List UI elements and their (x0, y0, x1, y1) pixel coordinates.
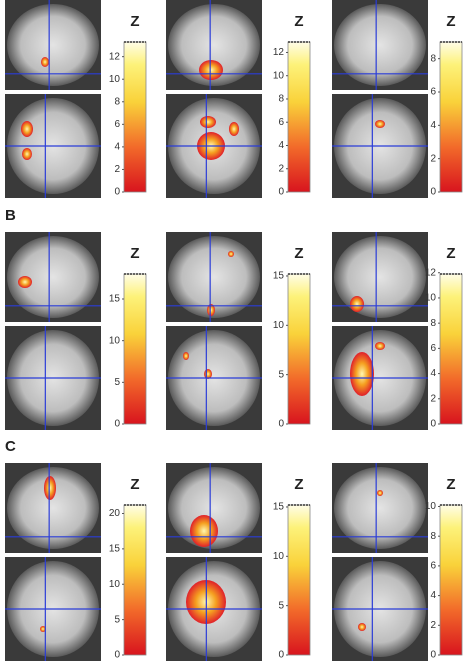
activation-blob (18, 276, 32, 288)
activation-blob (44, 476, 56, 500)
colorbar-tick-label: 10 (425, 293, 437, 304)
activation-blob (350, 296, 364, 312)
colorbar-title: Z (294, 245, 303, 262)
colorbar-tick-label: 2 (430, 153, 436, 164)
colorbar-tick-label: 15 (109, 544, 121, 555)
colorbar-tick-label: 10 (273, 70, 285, 81)
colorbar (287, 41, 311, 193)
colorbar-tick-label: 0 (114, 650, 120, 661)
colorbar-tick-label: 2 (430, 620, 436, 631)
activation-blob (228, 251, 234, 257)
colorbar-tick-label: 5 (278, 600, 284, 611)
colorbar (439, 273, 463, 425)
colorbar-tick-label: 4 (278, 140, 284, 151)
activation-blob (200, 116, 216, 128)
colorbar-tick-label: 2 (430, 393, 436, 404)
activation-blob (199, 60, 223, 80)
brain-slice (168, 236, 260, 318)
colorbar-title: Z (130, 245, 139, 262)
brain-slice (168, 4, 260, 86)
colorbar-title: Z (130, 13, 139, 30)
activation-blob (40, 626, 46, 632)
colorbar-tick-label: 0 (430, 419, 436, 430)
colorbar-tick-label: 5 (114, 377, 120, 388)
colorbar-tick-label: 12 (273, 47, 285, 58)
colorbar-tick-label: 6 (114, 119, 120, 130)
colorbar-tick-label: 0 (430, 650, 436, 661)
activation-blob (377, 490, 383, 496)
colorbar-title: Z (446, 13, 455, 30)
activation-blob (350, 352, 374, 396)
colorbar-tick-label: 10 (109, 579, 121, 590)
colorbar-tick-label: 0 (278, 419, 284, 430)
colorbar-tick-label: 2 (278, 163, 284, 174)
colorbar-tick-label: 0 (430, 187, 436, 198)
colorbar-tick-label: 4 (430, 590, 436, 601)
colorbar-tick-label: 0 (278, 650, 284, 661)
colorbar-tick-label: 2 (114, 164, 120, 175)
colorbar-tick-label: 4 (430, 368, 436, 379)
colorbar-tick-label: 5 (114, 614, 120, 625)
activation-blob (229, 122, 239, 136)
activation-blob (207, 304, 215, 316)
colorbar-tick-label: 12 (109, 51, 121, 62)
activation-blob (21, 121, 33, 137)
colorbar-tick-label: 6 (430, 87, 436, 98)
colorbar-tick-label: 12 (425, 267, 437, 278)
colorbar (439, 41, 463, 193)
colorbar-tick-label: 4 (114, 142, 120, 153)
colorbar-tick-label: 0 (114, 187, 120, 198)
activation-blob (183, 352, 189, 360)
brain-slice (7, 4, 99, 86)
colorbar-tick-label: 15 (109, 294, 121, 305)
colorbar-tick-label: 10 (425, 501, 437, 512)
brain-slice (334, 4, 426, 86)
activation-blob (190, 515, 218, 547)
colorbar-tick-label: 10 (109, 335, 121, 346)
brain-slice (7, 236, 99, 318)
colorbar-tick-label: 8 (278, 94, 284, 105)
colorbar-tick-label: 0 (114, 419, 120, 430)
activation-blob (22, 148, 32, 160)
colorbar-tick-label: 15 (273, 271, 285, 282)
activation-blob (375, 342, 385, 350)
colorbar-title: Z (294, 476, 303, 493)
colorbar-tick-label: 0 (278, 187, 284, 198)
colorbar (287, 504, 311, 656)
colorbar-tick-label: 10 (273, 551, 285, 562)
colorbar-tick-label: 6 (278, 117, 284, 128)
colorbar (123, 41, 147, 193)
brain-slice (334, 467, 426, 549)
colorbar-tick-label: 20 (109, 508, 121, 519)
colorbar-tick-label: 8 (430, 531, 436, 542)
colorbar-tick-label: 4 (430, 120, 436, 131)
colorbar-tick-label: 15 (273, 502, 285, 513)
colorbar (123, 504, 147, 656)
activation-blob (358, 623, 366, 631)
colorbar-tick-label: 10 (273, 320, 285, 331)
colorbar-title: Z (294, 13, 303, 30)
colorbar-tick-label: 5 (278, 369, 284, 380)
colorbar (439, 504, 463, 656)
brain-slice (7, 467, 99, 549)
colorbar-tick-label: 8 (430, 318, 436, 329)
colorbar (287, 273, 311, 425)
colorbar-title: Z (130, 476, 139, 493)
activation-blob (41, 57, 49, 67)
colorbar-tick-label: 8 (114, 96, 120, 107)
colorbar (123, 273, 147, 425)
colorbar-tick-label: 10 (109, 74, 121, 85)
colorbar-title: Z (446, 476, 455, 493)
colorbar-title: Z (446, 245, 455, 262)
colorbar-tick-label: 8 (430, 53, 436, 64)
row-label: C (5, 438, 16, 455)
colorbar-tick-label: 6 (430, 561, 436, 572)
colorbar-tick-label: 6 (430, 343, 436, 354)
activation-blob (375, 120, 385, 128)
row-label: B (5, 207, 16, 224)
